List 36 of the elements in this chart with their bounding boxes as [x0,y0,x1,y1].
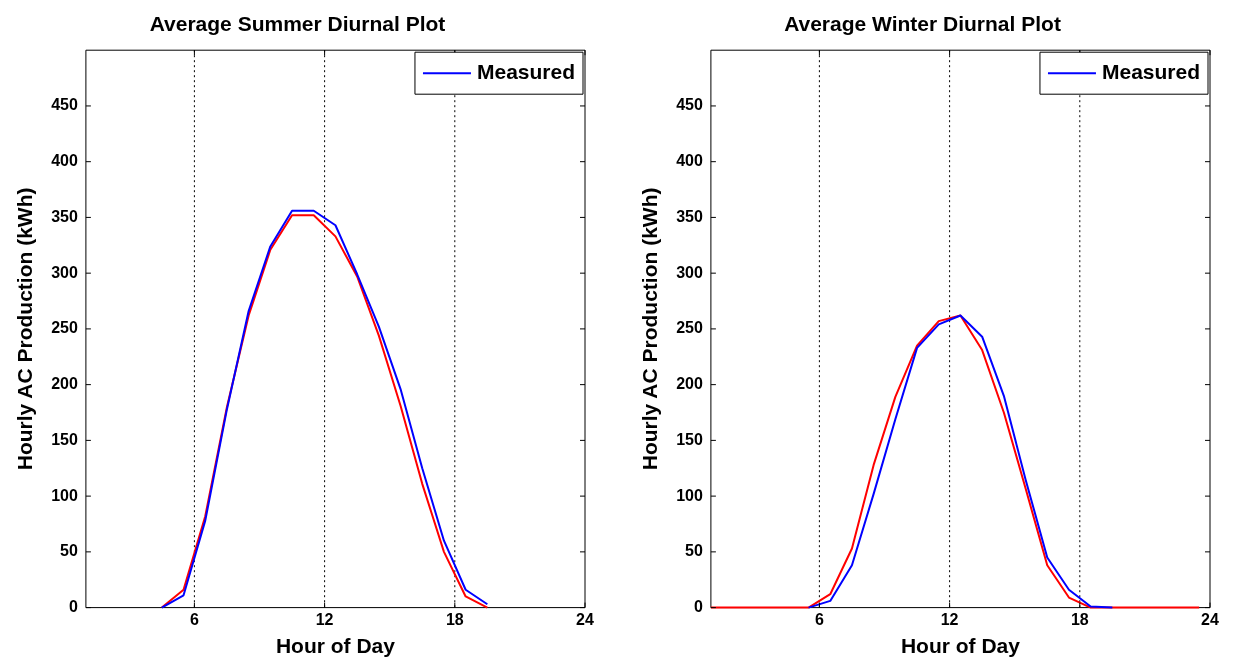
y-tick-label: 400 [51,152,78,170]
y-tick-label: 250 [676,319,703,337]
x-axis-title: Hour of Day [900,634,1021,658]
x-tick-label: 24 [576,610,594,628]
y-tick-label: 0 [693,598,703,616]
y-tick-label: 200 [51,375,78,393]
y-tick-label: 300 [676,263,703,281]
x-tick-label: 24 [1201,610,1219,628]
x-tick-label: 18 [1070,610,1089,628]
y-tick-label: 400 [676,152,703,170]
legend-label: Measured [476,60,576,83]
y-tick-label: 300 [51,263,78,281]
y-tick-label: 350 [676,207,703,225]
y-tick-label: 100 [51,486,78,504]
legend-label: Measured [1101,60,1201,83]
y-axis-title: Hourly AC Production (kWh) [638,187,662,471]
x-tick-label: 6 [814,610,824,628]
chart-title: Average Summer Diurnal Plot [149,12,446,36]
y-tick-label: 50 [60,542,78,560]
y-tick-label: 200 [676,375,703,393]
y-axis-title: Hourly AC Production (kWh) [13,187,37,471]
y-tick-label: 350 [51,207,78,225]
y-tick-label: 100 [676,486,703,504]
y-tick-label: 250 [51,319,78,337]
y-tick-label: 150 [51,430,78,448]
y-tick-label: 150 [676,430,703,448]
y-tick-label: 450 [51,96,78,114]
y-tick-label: 50 [685,542,703,560]
y-tick-label: 0 [68,598,78,616]
x-tick-label: 6 [189,610,199,628]
chart-title: Average Winter Diurnal Plot [784,12,1061,36]
x-tick-label: 12 [940,610,959,628]
y-tick-label: 450 [676,96,703,114]
x-tick-label: 18 [445,610,464,628]
x-axis-title: Hour of Day [275,634,396,658]
x-tick-label: 12 [315,610,334,628]
